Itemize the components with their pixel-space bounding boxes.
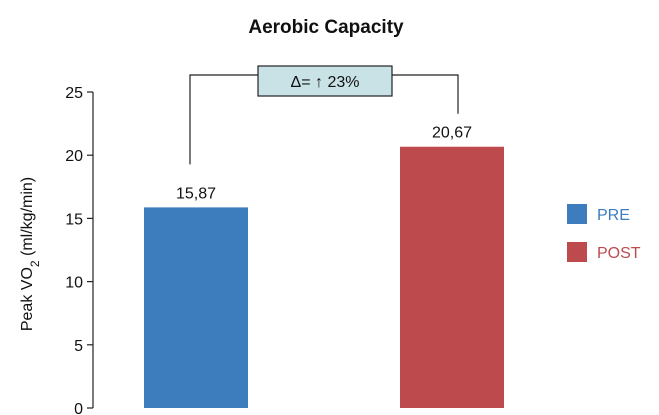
y-tick-label-3: 15: [65, 211, 83, 228]
annotation-box: [257, 65, 393, 97]
bar-pre: [144, 207, 248, 408]
legend-label-post: POST: [597, 245, 641, 262]
y-axis-ticks: 0 5 10 15 20 25: [65, 85, 93, 415]
bar-value-label-pre: 15,87: [176, 185, 216, 202]
y-tick-label-0: 0: [74, 401, 83, 415]
bars: [144, 146, 504, 408]
legend-swatch-pre: [567, 204, 587, 224]
legend-swatch-post: [567, 242, 587, 262]
annotation-text: Δ= ↑ 23%: [291, 74, 360, 91]
chart-title: Aerobic Capacity: [248, 17, 404, 38]
legend-label-pre: PRE: [597, 207, 630, 224]
bar-value-labels: 15,87 20,67: [176, 125, 472, 203]
y-tick-label-5: 25: [65, 85, 83, 102]
y-tick-label-1: 5: [74, 338, 83, 355]
y-axis-label-prefix: Peak VO: [19, 267, 36, 331]
y-tick-label-2: 10: [65, 275, 83, 292]
y-axis-label-suffix: (ml/kg/min): [19, 177, 36, 261]
delta-annotation: Δ= ↑ 23%: [189, 65, 459, 165]
bar-post: [400, 146, 504, 408]
bar-value-label-post: 20,67: [432, 125, 472, 142]
annotation-bracket-left: [189, 74, 258, 165]
annotation-bracket-right: [392, 74, 459, 114]
y-axis-label: Peak VO2 (ml/kg/min): [19, 177, 42, 331]
y-tick-label-4: 20: [65, 148, 83, 165]
y-axis-label-subscript: 2: [28, 260, 42, 267]
legend: PRE POST: [567, 204, 641, 262]
